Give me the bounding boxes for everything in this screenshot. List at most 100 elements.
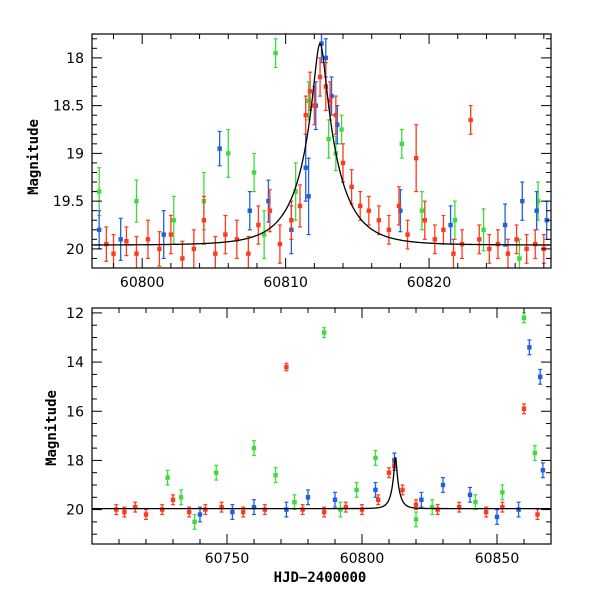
data-point-blue [494, 514, 500, 520]
data-point-blue [540, 468, 546, 473]
data-point-red [386, 227, 392, 232]
data-point-green [326, 136, 331, 142]
data-point-blue [217, 146, 222, 151]
data-point-red [376, 497, 381, 502]
data-point-red [170, 497, 176, 502]
data-point-red [457, 504, 462, 510]
data-point-red [180, 256, 185, 261]
top-plot-frame [91, 33, 552, 269]
data-point-blue [373, 487, 378, 493]
data-point-red [322, 509, 327, 515]
y-tick-label: 18 [66, 453, 84, 469]
data-point-red [203, 507, 208, 512]
data-point-red [441, 227, 446, 232]
data-point-red [160, 507, 165, 512]
top-data-layer [96, 34, 549, 268]
data-point-red [521, 406, 527, 411]
data-point-blue [448, 222, 453, 228]
data-point-blue [96, 227, 102, 232]
data-point-red [241, 509, 246, 515]
y-tick-label: 18.5 [53, 99, 84, 115]
y-tick-label: 19.5 [53, 194, 84, 210]
data-point-green [178, 495, 184, 500]
data-point-red [340, 160, 346, 166]
data-point-red [256, 222, 261, 228]
data-point-green [165, 475, 170, 480]
data-point-blue [398, 208, 403, 213]
data-point-red [277, 241, 283, 247]
x-tick-label: 60820 [407, 275, 452, 291]
data-point-red [303, 112, 308, 118]
data-point-red [267, 208, 273, 213]
data-point-red [284, 364, 289, 370]
top-y-tick-labels: 18 18.5 19 19.5 20 [53, 51, 84, 258]
data-point-red [413, 502, 419, 507]
y-tick-label: 12 [66, 306, 84, 322]
data-point-green [532, 450, 537, 456]
data-point-red [234, 237, 240, 242]
data-point-red [104, 241, 109, 247]
data-point-red [514, 237, 519, 242]
data-point-red [422, 218, 427, 223]
data-point-blue [161, 232, 166, 237]
bottom-x-axis-title: HJD−2400000 [274, 570, 367, 586]
top-ticks [92, 34, 551, 269]
data-point-blue [251, 504, 257, 510]
x-tick-label: 60800 [340, 551, 385, 567]
x-tick-label: 60850 [475, 551, 520, 567]
data-point-blue [440, 482, 446, 488]
data-point-green [273, 50, 278, 56]
data-point-red [300, 507, 305, 512]
data-point-red [477, 237, 482, 242]
data-point-red [432, 237, 438, 242]
data-point-blue [303, 165, 308, 170]
data-point-green [192, 519, 197, 525]
data-point-red [262, 507, 267, 512]
data-point-red [297, 203, 303, 209]
data-point-green [261, 232, 267, 237]
data-point-red [358, 203, 363, 209]
data-point-blue [319, 41, 324, 46]
x-tick-label: 60800 [120, 275, 165, 291]
data-point-red [143, 512, 149, 517]
data-point-red [114, 507, 119, 512]
data-point-red [312, 103, 317, 108]
data-point-blue [335, 122, 340, 127]
data-point-red [451, 251, 456, 256]
y-tick-label: 19 [66, 146, 84, 162]
bottom-plot-frame [91, 307, 552, 545]
bottom-y-axis-title: Magnitude [44, 390, 60, 466]
data-point-green [473, 500, 478, 505]
bottom-model-curve [92, 457, 551, 510]
data-point-red [405, 232, 410, 237]
data-point-red [213, 251, 218, 256]
data-point-blue [230, 509, 235, 515]
data-point-green [430, 504, 435, 510]
data-point-blue [419, 497, 424, 502]
data-point-green [292, 500, 297, 505]
data-point-blue [118, 237, 123, 242]
data-point-green [171, 218, 176, 223]
data-point-red [349, 184, 354, 190]
data-point-green [306, 98, 311, 104]
data-point-red [307, 89, 313, 94]
data-point-green [399, 141, 405, 147]
data-point-blue [305, 495, 311, 500]
data-point-red [317, 74, 323, 80]
data-point-red [359, 507, 365, 512]
data-point-red [468, 117, 473, 123]
data-point-red [524, 246, 529, 252]
data-point-red [487, 246, 492, 252]
data-point-green [419, 208, 425, 213]
data-point-red [111, 251, 116, 256]
top-model-curve [92, 42, 551, 246]
bottom-y-tick-labels: 12 14 16 18 20 [66, 306, 84, 519]
data-point-red [376, 218, 382, 223]
data-point-red [133, 504, 138, 510]
data-point-blue [467, 492, 473, 498]
data-point-red [223, 232, 228, 237]
data-point-red [219, 504, 224, 510]
data-point-red [396, 203, 402, 209]
data-point-green [339, 127, 344, 132]
